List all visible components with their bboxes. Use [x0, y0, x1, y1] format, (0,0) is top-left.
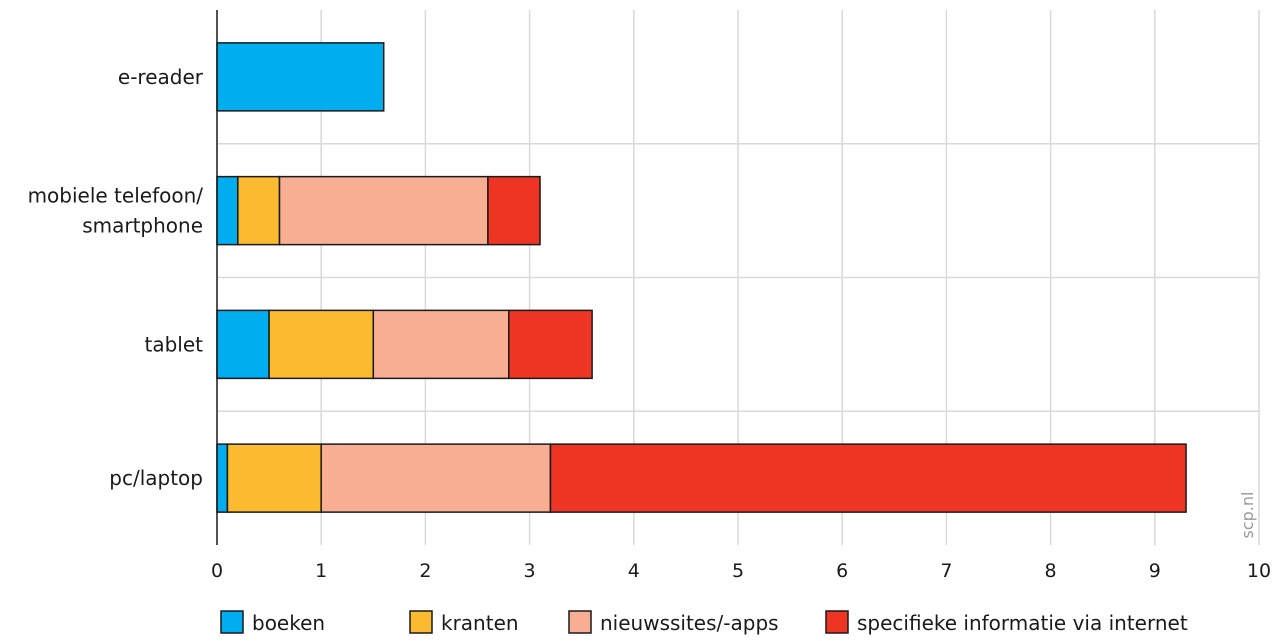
- bar-segment: [268, 309, 375, 380]
- bar-segment: [216, 443, 229, 513]
- legend-label: nieuwssites/-apps: [600, 611, 779, 635]
- x-tick-label: 0: [211, 560, 223, 582]
- x-tick-label: 3: [524, 560, 536, 582]
- bars: [216, 42, 1187, 513]
- watermark-text: scp.nl: [1238, 492, 1257, 539]
- category-label: mobiele telefoon/smartphone: [28, 184, 204, 238]
- legend-label: kranten: [441, 611, 519, 635]
- bar-segment: [372, 309, 510, 380]
- legend-swatch: [220, 610, 244, 634]
- legend-swatch: [409, 610, 433, 634]
- bar-segment: [508, 309, 593, 380]
- legend-swatch: [825, 610, 849, 634]
- bar-segment: [216, 309, 270, 380]
- legend-label: boeken: [252, 611, 325, 635]
- x-tick-label: 7: [940, 560, 952, 582]
- category-label: pc/laptop: [109, 466, 203, 490]
- x-tick-label: 8: [1045, 560, 1057, 582]
- bar-segment: [237, 175, 281, 246]
- legend: boeken kranten nieuwssites/-apps specifieke…: [220, 610, 1188, 635]
- x-tick-label: 4: [628, 560, 640, 582]
- legend-swatch: [568, 610, 592, 634]
- x-tick-label: 10: [1247, 560, 1271, 582]
- category-label: e-reader: [118, 65, 204, 89]
- legend-label: specifieke informatie via internet: [857, 611, 1188, 635]
- x-tick-labels: 0 1 2 3 4 5 6 7 8 9 10: [211, 560, 1271, 582]
- bar-segment: [320, 443, 552, 513]
- bar-segment: [216, 42, 385, 112]
- category-label: tablet: [145, 332, 204, 356]
- bar-segment: [216, 175, 239, 246]
- x-tick-label: 2: [419, 560, 431, 582]
- x-tick-label: 1: [315, 560, 327, 582]
- bar-segment: [278, 175, 489, 246]
- category-labels: e-reader mobiele telefoon/smartphone table…: [28, 65, 204, 490]
- bar-segment: [549, 443, 1187, 513]
- grid: [217, 10, 1260, 545]
- x-tick-label: 6: [836, 560, 848, 582]
- bar-segment: [487, 175, 541, 246]
- x-tick-label: 9: [1149, 560, 1161, 582]
- bar-segment: [226, 443, 322, 513]
- x-tick-label: 5: [732, 560, 744, 582]
